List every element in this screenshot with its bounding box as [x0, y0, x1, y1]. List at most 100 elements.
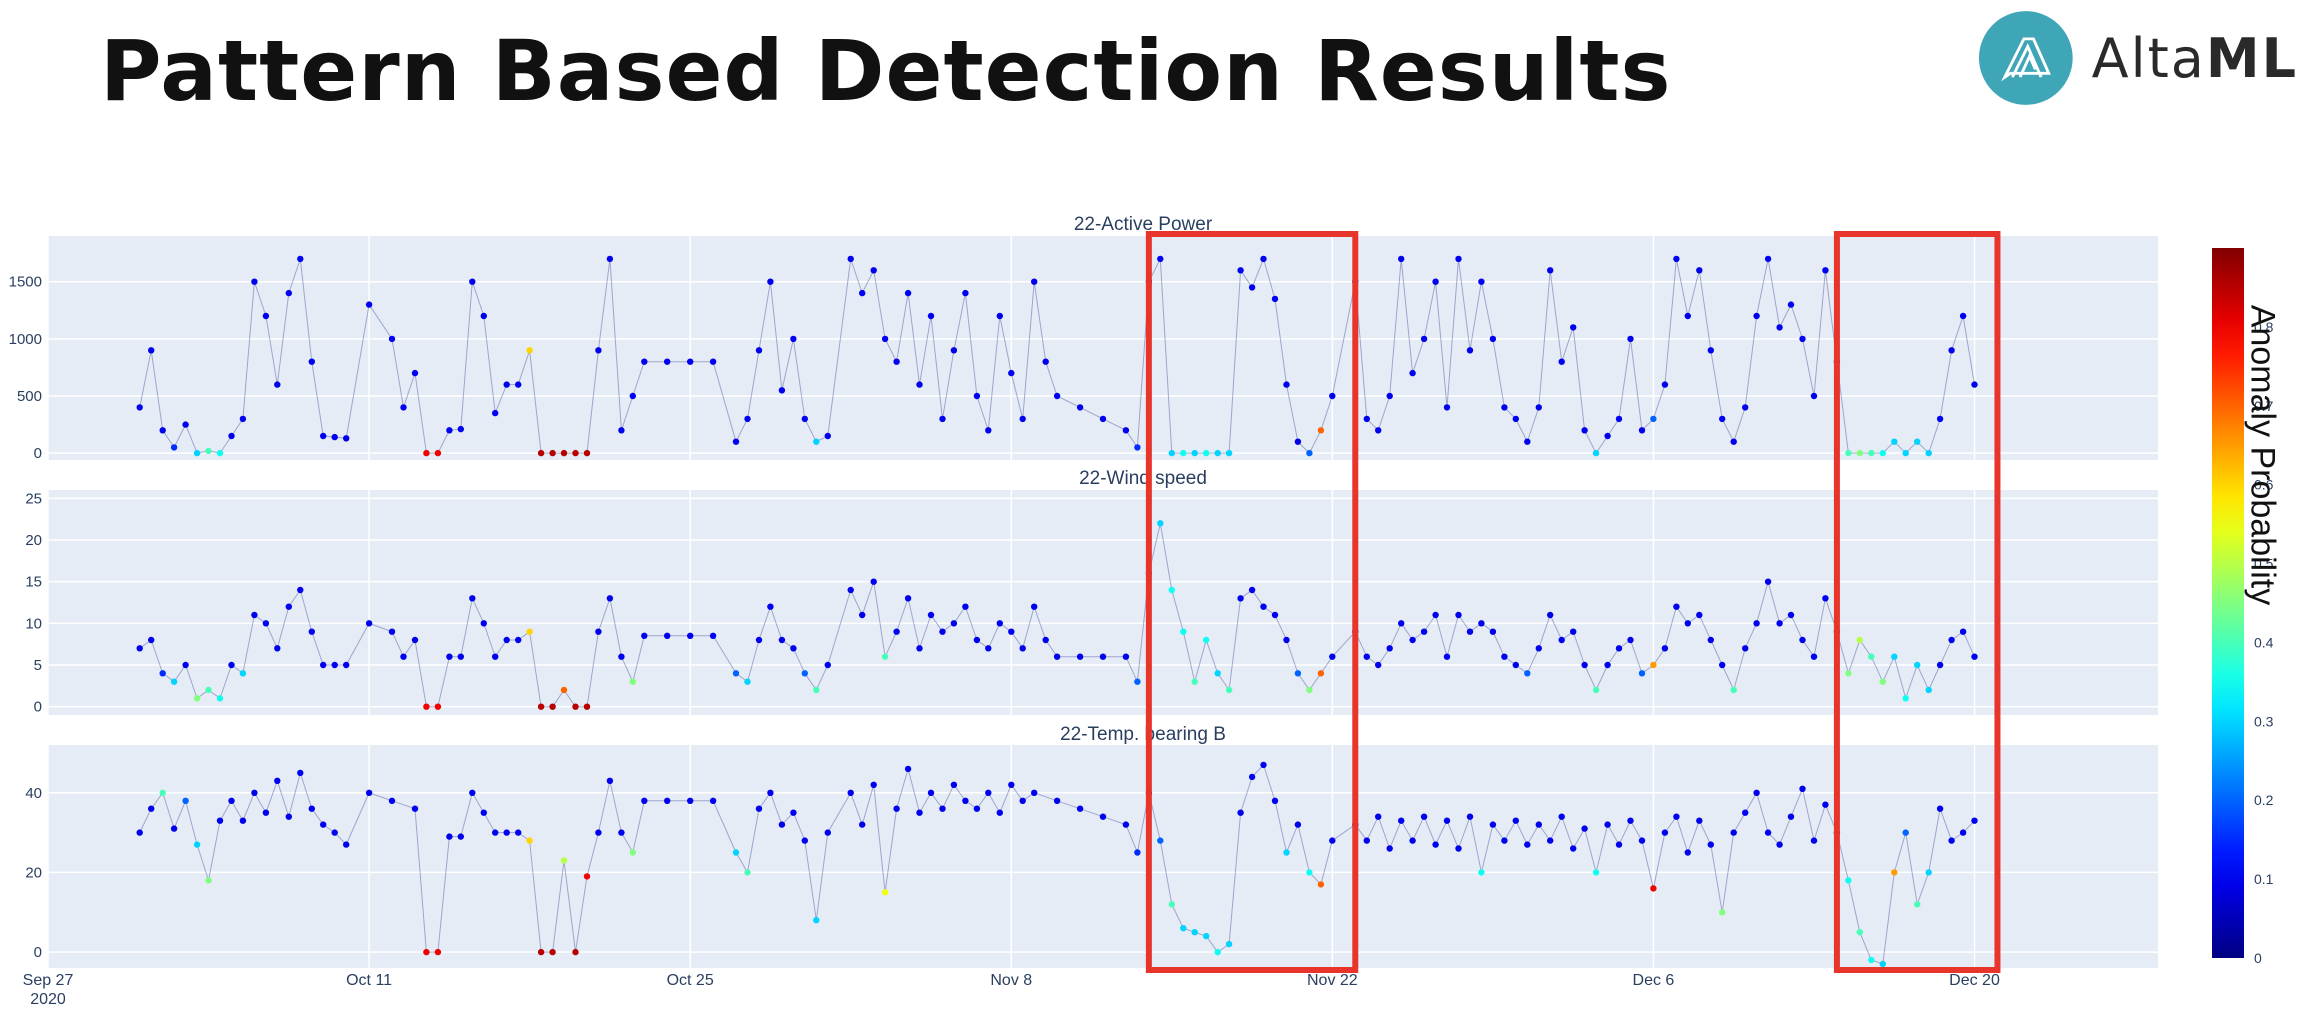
- data-point: [744, 869, 751, 876]
- data-point: [228, 797, 235, 804]
- data-point: [1432, 278, 1439, 285]
- data-point: [870, 267, 877, 274]
- data-point: [1008, 369, 1015, 377]
- data-point: [973, 805, 981, 812]
- data-point: [560, 449, 568, 457]
- data-point: [1294, 670, 1302, 677]
- colorbar: [2212, 248, 2244, 958]
- data-point: [1420, 813, 1428, 820]
- data-point: [1099, 415, 1107, 423]
- data-point: [1443, 653, 1451, 660]
- data-point: [1810, 837, 1818, 844]
- data-point: [1764, 829, 1772, 836]
- y-tick-label: 0: [34, 445, 42, 462]
- data-point: [1501, 404, 1508, 411]
- data-point: [251, 278, 258, 285]
- data-point: [790, 335, 797, 343]
- data-point: [1891, 653, 1898, 660]
- data-point: [1535, 645, 1543, 652]
- data-point: [388, 335, 396, 343]
- data-point: [904, 289, 912, 297]
- data-point: [560, 857, 568, 864]
- data-point: [1432, 611, 1439, 619]
- x-tick-label: Nov 8: [990, 972, 1032, 989]
- data-point: [526, 628, 533, 635]
- data-point: [1764, 255, 1772, 263]
- data-point: [1203, 636, 1210, 644]
- data-point: [1810, 392, 1818, 400]
- data-point: [1466, 628, 1474, 635]
- data-point: [446, 653, 453, 660]
- data-point: [1478, 620, 1485, 627]
- data-point: [515, 381, 522, 388]
- y-tick-label: 15: [25, 574, 42, 591]
- data-point: [813, 686, 820, 694]
- data-point: [1799, 335, 1806, 343]
- data-point: [1581, 427, 1588, 434]
- data-point: [778, 636, 786, 644]
- data-point: [664, 797, 671, 804]
- data-point: [1076, 653, 1084, 660]
- data-point: [262, 809, 270, 816]
- data-point: [618, 653, 625, 660]
- data-point: [1031, 278, 1038, 285]
- data-point: [881, 889, 889, 896]
- data-point: [1191, 678, 1198, 685]
- data-point: [1478, 869, 1485, 876]
- x-tick-label: Oct 25: [667, 972, 714, 989]
- data-point: [308, 628, 315, 635]
- data-point: [973, 392, 981, 400]
- colorbar-title: Anomaly Probability: [2243, 304, 2282, 606]
- data-point: [1673, 255, 1680, 263]
- data-point: [1042, 636, 1049, 644]
- data-point: [1375, 813, 1382, 820]
- data-point: [1753, 312, 1760, 320]
- data-point: [205, 877, 212, 884]
- data-point: [1294, 821, 1302, 828]
- data-point: [492, 409, 499, 417]
- data-point: [1776, 841, 1783, 848]
- data-point: [732, 849, 740, 856]
- data-point: [239, 415, 247, 423]
- data-point: [492, 653, 499, 660]
- data-point: [1122, 821, 1130, 828]
- data-point: [1317, 881, 1325, 888]
- panel-title: 22-Wind speed: [1079, 468, 1207, 489]
- logo-text-bold: ML: [2205, 26, 2298, 90]
- data-point: [492, 829, 499, 836]
- data-point: [744, 678, 751, 685]
- data-point: [480, 809, 487, 816]
- data-point: [1570, 324, 1577, 331]
- data-point: [1180, 449, 1187, 457]
- data-point: [1053, 653, 1061, 660]
- data-point: [1891, 438, 1898, 445]
- data-point: [1409, 837, 1416, 844]
- data-point: [320, 821, 327, 828]
- data-point: [767, 789, 774, 796]
- data-point: [973, 636, 981, 644]
- data-point: [1134, 849, 1141, 856]
- data-point: [1386, 845, 1393, 852]
- data-point: [1271, 295, 1279, 303]
- data-point: [1099, 813, 1107, 820]
- data-point: [1845, 449, 1852, 457]
- data-point: [881, 335, 889, 343]
- data-point: [664, 632, 671, 639]
- data-point: [457, 833, 464, 840]
- data-point: [1237, 267, 1244, 274]
- colorbar-tick-label: 0.7: [2254, 398, 2274, 414]
- data-point: [996, 809, 1003, 816]
- data-point: [1936, 415, 1944, 423]
- data-point: [1742, 809, 1749, 816]
- data-point: [1294, 438, 1302, 445]
- data-point: [1604, 821, 1611, 828]
- data-point: [1535, 404, 1543, 411]
- panel-title: 22-Temp. bearing B: [1060, 724, 1226, 745]
- y-tick-label: 20: [25, 532, 42, 549]
- logo-text-light: Alta: [2091, 26, 2206, 90]
- data-point: [641, 632, 648, 639]
- data-point: [985, 789, 992, 796]
- data-point: [1466, 347, 1474, 354]
- data-point: [985, 645, 992, 652]
- data-point: [1661, 645, 1669, 652]
